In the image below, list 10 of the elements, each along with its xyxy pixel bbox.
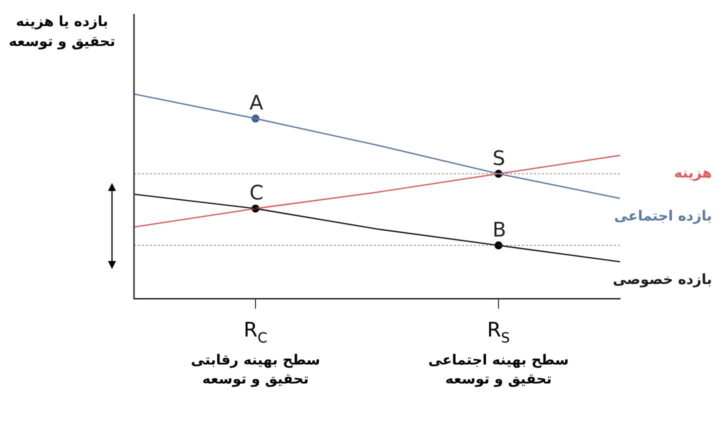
annotation: A (250, 90, 264, 115)
text: سطح بهینه اجتماعی تحقیق و توسعه (428, 352, 569, 388)
y-axis-title: بازده یا هزینه تحقیق و توسعه (8, 14, 116, 50)
series-label: بازده خصوصی (612, 272, 712, 288)
series-label: بازده اجتماعی (614, 208, 712, 224)
annotation: C (250, 180, 264, 205)
annotation: S (492, 146, 506, 170)
text: هزینه (674, 165, 712, 182)
text: سطح بهینه رقابتی تحقیق و توسعه (190, 352, 320, 388)
annotation: B (492, 217, 506, 242)
